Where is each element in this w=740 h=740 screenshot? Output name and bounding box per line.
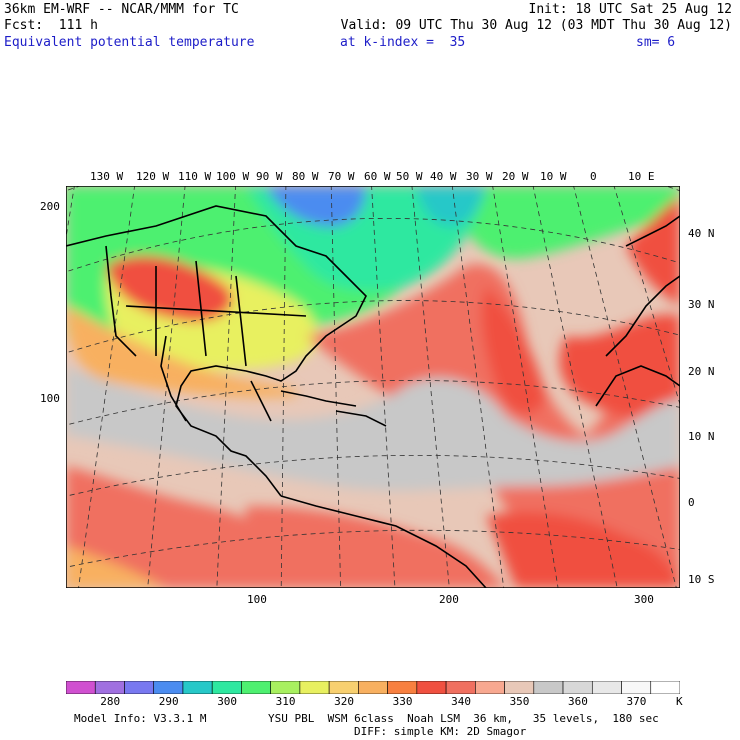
longitude-label: 50 W (396, 170, 423, 183)
longitude-label: 60 W (364, 170, 391, 183)
colorbar-swatch (153, 681, 184, 694)
colorbar-tick-label: 310 (275, 695, 296, 708)
orange-gulf-band (66, 306, 298, 398)
colorbar-tick-label: 350 (509, 695, 530, 708)
latitude-label: 20 N (688, 365, 715, 378)
colorbar-swatch (66, 681, 96, 694)
coastlines (66, 205, 680, 588)
colorbar-swatch (591, 681, 622, 694)
colorbar-swatch (358, 681, 388, 694)
southeast-red (486, 512, 680, 588)
southwest-orange (66, 546, 166, 588)
init-time: Init: 18 UTC Sat 25 Aug 12 (528, 2, 733, 17)
blue-area (266, 186, 366, 227)
lat-lon-grid (66, 186, 680, 588)
longitude-label: 130 W (90, 170, 124, 183)
longitude-label: 100 W (216, 170, 250, 183)
colorbar-swatch (650, 681, 680, 694)
longitude-label: 120 W (136, 170, 170, 183)
model-title: 36km EM-WRF -- NCAR/MMM for TC (4, 2, 239, 17)
colorbar-tick-label: 340 (451, 695, 471, 708)
valid-time: Valid: 09 UTC Thu 30 Aug 12 (03 MDT Thu … (340, 18, 732, 33)
colorbar-tick-label: 290 (158, 695, 179, 708)
colorbar-swatch (621, 681, 652, 694)
longitude-label: 90 W (256, 170, 283, 183)
colorbar-swatch (533, 681, 564, 694)
longitude-label: 40 W (430, 170, 457, 183)
cyan-area (416, 186, 486, 226)
longitude-label: 20 W (502, 170, 529, 183)
colorbar-swatch (299, 681, 330, 694)
colorbar-swatch (211, 681, 242, 694)
colorbar-tick-label: 360 (568, 695, 588, 708)
smoothing-label: sm= 6 (636, 35, 676, 50)
level-label: at k-index = 35 (340, 35, 466, 50)
grid-x-label: 100 (247, 593, 267, 606)
colorbar-swatch (124, 681, 155, 694)
latitude-label: 10 S (688, 573, 715, 586)
colorbar-swatch (387, 681, 418, 694)
colorbar-swatch (475, 681, 505, 694)
longitude-label: 30 W (466, 170, 493, 183)
longitude-label: 0 (590, 170, 597, 183)
colorbar-swatch (445, 681, 476, 694)
colorbar-unit: K (676, 695, 683, 708)
forecast-hour: Fcst: 111 h (4, 18, 98, 33)
atlantic-red-core (481, 286, 546, 415)
iberia-red (626, 196, 680, 306)
colorbar-tick-label: 320 (334, 695, 355, 708)
south-america-warm (246, 506, 506, 588)
longitude-label: 10 W (540, 170, 567, 183)
grid-x-label: 200 (439, 593, 459, 606)
grid-y-label: 100 (40, 392, 60, 405)
physics-line-2: DIFF: simple KM: 2D Smagor (354, 725, 527, 738)
africa-red (559, 314, 680, 420)
model-info: Model Info: V3.3.1 M (74, 712, 207, 725)
longitude-label: 70 W (328, 170, 355, 183)
latitude-label: 40 N (688, 227, 715, 240)
latitude-label: 0 (688, 496, 695, 509)
latitude-label: 10 N (688, 430, 715, 443)
colorbar-swatch (562, 681, 593, 694)
colorbar-swatch (182, 681, 213, 694)
grid-y-label: 200 (40, 200, 60, 213)
grid-x-label: 300 (634, 593, 654, 606)
southwest-warm (66, 466, 296, 588)
longitude-label: 10 E (628, 170, 655, 183)
colorbar-swatch (94, 681, 125, 694)
theta-e-map (66, 186, 680, 588)
colorbar-swatch (328, 681, 359, 694)
physics-line-1: YSU PBL WSM 6class Noah LSM 36 km, 35 le… (268, 712, 659, 725)
colorbar-tick-label: 370 (626, 695, 647, 708)
longitude-label: 80 W (292, 170, 319, 183)
colorbar-tick-label: 330 (392, 695, 413, 708)
colorbar-tick-label: 280 (100, 695, 121, 708)
colorbar (66, 681, 680, 694)
latitude-label: 30 N (688, 298, 715, 311)
colorbar-swatch (416, 681, 447, 694)
colorbar-swatch (270, 681, 301, 694)
colorbar-swatch (241, 681, 271, 694)
field-name: Equivalent potential temperature (4, 35, 255, 50)
longitude-label: 110 W (178, 170, 212, 183)
colorbar-swatch (504, 681, 535, 694)
colorbar-tick-label: 300 (217, 695, 238, 708)
